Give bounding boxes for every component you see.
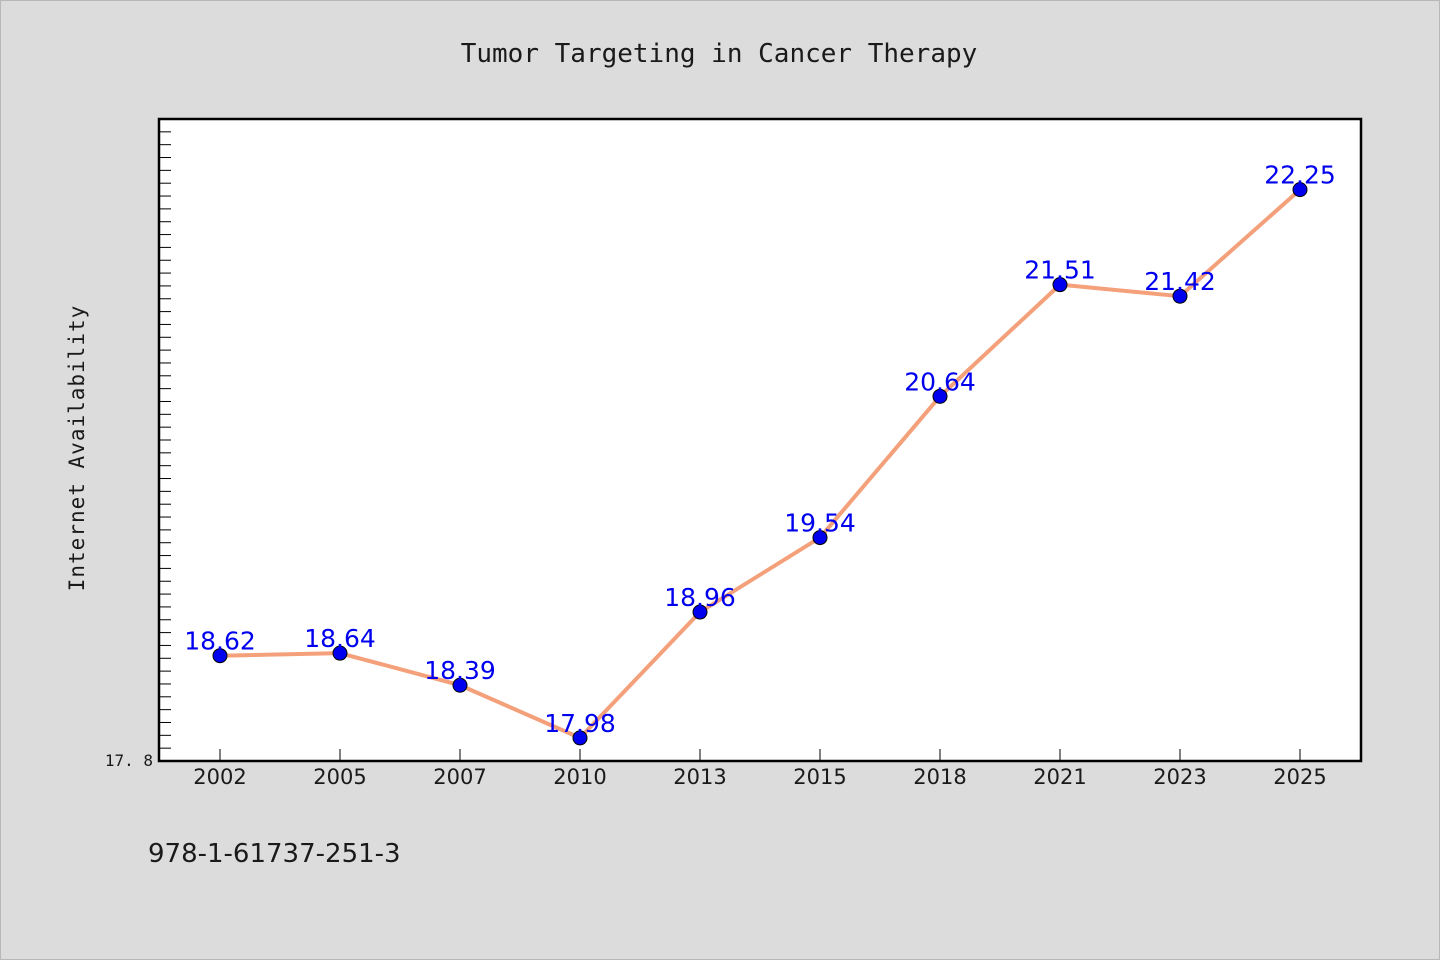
data-point — [572, 730, 588, 746]
data-point — [212, 648, 228, 664]
data-label: 18.39 — [424, 656, 496, 685]
data-label: 22.25 — [1264, 161, 1336, 190]
y-axis-label: Internet Availability — [65, 305, 89, 592]
data-point — [1172, 288, 1188, 304]
x-tick-label: 2023 — [1153, 765, 1206, 789]
x-tick-label: 2025 — [1273, 765, 1326, 789]
data-label: 18.64 — [304, 624, 376, 653]
data-point — [812, 530, 828, 546]
data-point — [332, 645, 348, 661]
plot-area — [157, 117, 1363, 763]
data-label: 20.64 — [904, 367, 976, 396]
y-tick-label: 17. 8 — [105, 751, 153, 770]
x-tick-label: 2010 — [553, 765, 606, 789]
x-axis-ticks — [219, 749, 1301, 761]
data-labels: 18.62 18.64 18.39 17.98 18.96 19.54 20.64 21.51… — [184, 161, 1336, 738]
y-axis-tick-labels: 17. 8 — [105, 751, 153, 770]
data-label: 18.96 — [664, 583, 736, 612]
x-tick-label: 2018 — [913, 765, 966, 789]
data-point — [452, 677, 468, 693]
x-tick-label: 2005 — [313, 765, 366, 789]
chart-title: Tumor Targeting in Cancer Therapy — [461, 39, 978, 69]
x-tick-label: 2002 — [193, 765, 246, 789]
data-label: 18.62 — [184, 627, 256, 656]
series-lines — [218, 187, 1302, 740]
x-tick-label: 2007 — [433, 765, 486, 789]
data-label: 17.98 — [544, 709, 616, 738]
x-tick-label: 2015 — [793, 765, 846, 789]
data-point — [1292, 182, 1308, 198]
x-axis-tick-labels: 2002 2005 2007 2010 2013 2015 2018 2021 2023 2025 — [193, 765, 1326, 789]
data-label: 19.54 — [784, 509, 856, 538]
series-line — [218, 187, 1302, 740]
x-tick-label: 2021 — [1033, 765, 1086, 789]
data-point — [932, 388, 948, 404]
data-point — [1052, 277, 1068, 293]
x-tick-label: 2013 — [673, 765, 726, 789]
y-axis-ticks — [159, 131, 171, 749]
data-label: 21.51 — [1024, 256, 1096, 285]
data-label: 21.42 — [1144, 267, 1216, 296]
series-markers — [212, 182, 1308, 746]
data-point — [692, 604, 708, 620]
footer-isbn: 978-1-61737-251-3 — [148, 839, 401, 869]
